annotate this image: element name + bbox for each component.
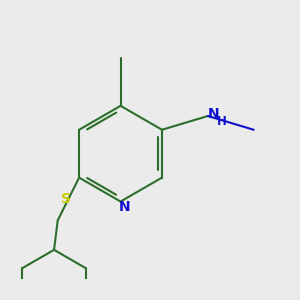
Text: S: S xyxy=(61,192,70,206)
Text: N: N xyxy=(208,107,219,121)
Text: N: N xyxy=(119,200,131,214)
Text: H: H xyxy=(217,115,227,128)
